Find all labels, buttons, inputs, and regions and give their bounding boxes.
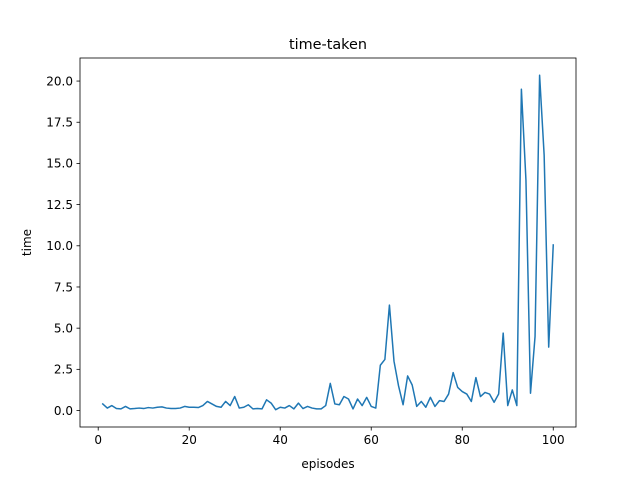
y-tick-label: 5.0 [54,321,73,335]
x-tick-label: 0 [94,433,102,447]
y-tick-label: 20.0 [46,74,73,88]
y-tick-label: 17.5 [46,116,73,130]
x-tick-label: 60 [364,433,379,447]
x-axis-label: episodes [301,457,354,471]
y-tick-label: 7.5 [54,280,73,294]
y-tick-label: 12.5 [46,198,73,212]
x-tick-label: 20 [182,433,197,447]
x-tick-label: 80 [455,433,470,447]
plot-frame [79,57,577,428]
y-axis-label: time [20,229,34,256]
chart-title: time-taken [289,37,367,53]
y-tick-label: 2.5 [54,363,73,377]
y-tick-label: 10.0 [46,239,73,253]
series-line [101,74,555,411]
x-tick-label: 100 [542,433,565,447]
x-axis-ticks: 0 20 40 60 80 100 [94,427,565,447]
x-tick-label: 40 [273,433,288,447]
y-tick-label: 0.0 [54,404,73,418]
y-axis-ticks: 0.0 2.5 5.0 7.5 10.0 12.5 15.0 17.5 20.0 [46,74,80,418]
y-tick-label: 15.0 [46,157,73,171]
